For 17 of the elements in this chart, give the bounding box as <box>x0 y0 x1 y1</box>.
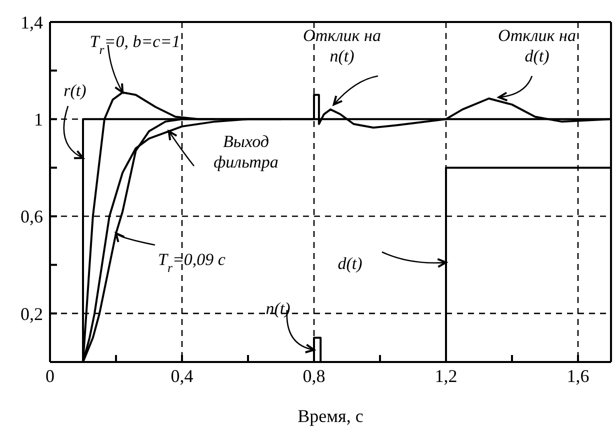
annotation: T$_{r}$=0,09 c <box>158 250 226 275</box>
annotation: Отклик на n(t) <box>303 26 381 66</box>
x-tick-label: 0 <box>46 366 54 386</box>
annotation: T$_{r}$=0, b=c=1 <box>90 32 180 57</box>
annotation: r(t) <box>64 80 87 100</box>
annotation: Выход фильтра <box>214 132 278 172</box>
y-tick-label: 1 <box>34 110 43 130</box>
x-tick-label: 0,4 <box>170 366 194 386</box>
annotation: Отклик на d(t) <box>498 26 576 66</box>
x-tick-label: 0,8 <box>302 366 326 386</box>
x-axis-title: Время, с <box>298 406 364 426</box>
x-tick-label: 1,6 <box>566 366 590 386</box>
y-tick-label: 1,4 <box>20 12 43 32</box>
y-tick-label: 0,6 <box>20 206 43 227</box>
y-tick-label: 0,2 <box>20 304 43 324</box>
x-tick-label: 1,2 <box>434 366 458 386</box>
annotation: d(t) <box>338 254 363 273</box>
